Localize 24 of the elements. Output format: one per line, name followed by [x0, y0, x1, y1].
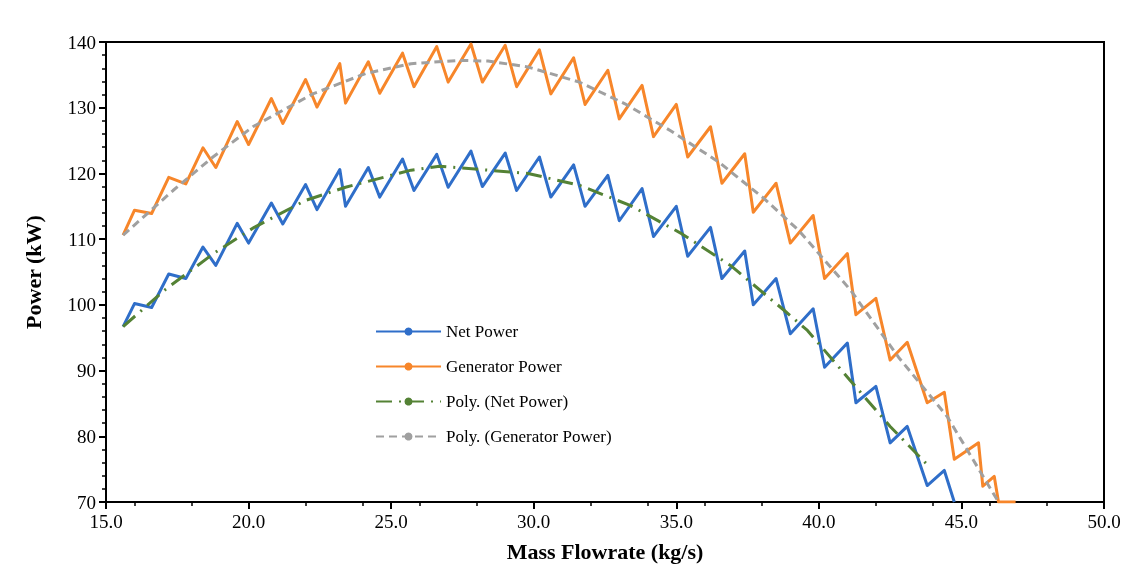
legend-label: Generator Power	[446, 357, 562, 376]
x-tick-label: 15.0	[89, 511, 123, 532]
x-tick-label: 45.0	[944, 511, 979, 532]
y-tick-label: 140	[67, 31, 96, 53]
line-series	[121, 164, 929, 467]
x-axis-title: Mass Flowrate (kg/s)	[506, 538, 704, 564]
x-tick-label: 50.0	[1087, 511, 1121, 532]
y-axis-title: Power (kW)	[20, 215, 46, 329]
legend-label: Net Power	[446, 322, 519, 341]
y-tick-label: 70	[77, 491, 96, 513]
y-tick-label: 120	[67, 162, 96, 184]
y-tick-label: 130	[67, 97, 96, 119]
x-tick-label: 20.0	[231, 511, 266, 532]
legend-label: Poly. (Net Power)	[446, 392, 569, 411]
x-tick-label: 25.0	[374, 511, 408, 532]
line-series	[121, 149, 956, 504]
x-tick-label: 30.0	[517, 511, 551, 532]
x-tick-label: 35.0	[659, 511, 693, 532]
y-tick-label: 90	[77, 360, 96, 382]
y-tick-label: 100	[67, 294, 96, 316]
y-tick-label: 110	[68, 228, 96, 250]
y-tick-label: 80	[77, 425, 96, 447]
x-tick-label: 40.0	[802, 511, 836, 532]
legend-label: Poly. (Generator Power)	[446, 427, 612, 446]
